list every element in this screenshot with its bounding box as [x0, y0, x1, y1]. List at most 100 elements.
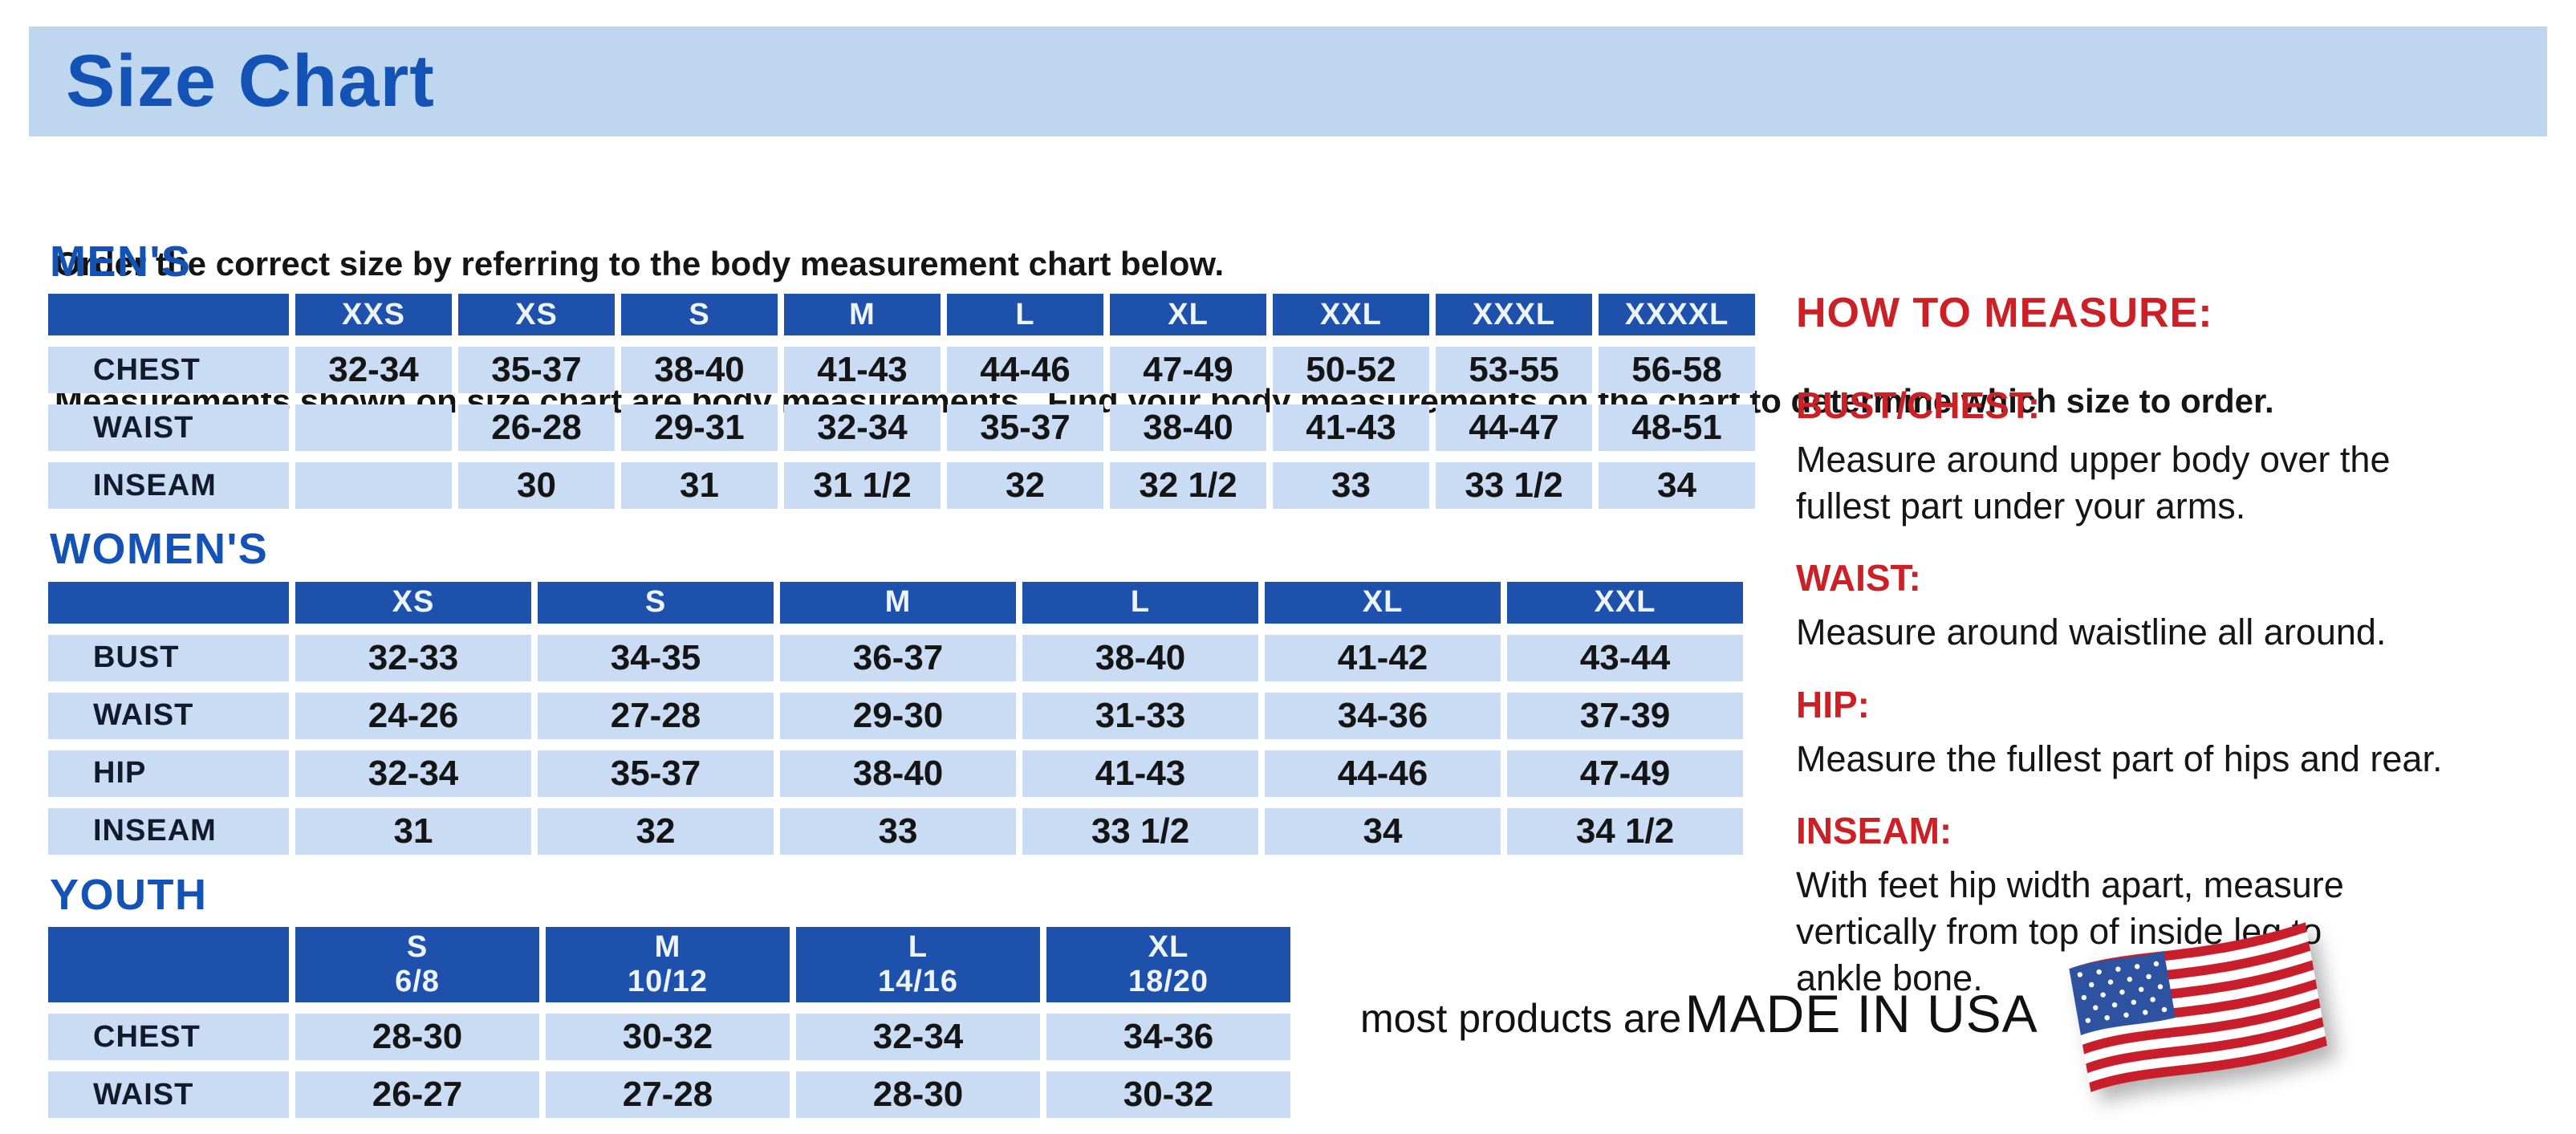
row-label: WAIST: [48, 404, 289, 452]
column-header: XXXXL: [1599, 294, 1755, 336]
size-cell: 33 1/2: [1436, 462, 1592, 510]
size-cell: 41-43: [1022, 750, 1258, 797]
size-cell: 50-52: [1273, 347, 1429, 394]
size-cell: 38-40: [621, 347, 778, 394]
size-cell: 32: [947, 462, 1103, 510]
column-header: XS: [458, 294, 615, 336]
section-heading-womens: WOMEN'S: [50, 525, 269, 574]
size-cell: 44-47: [1436, 404, 1592, 452]
size-cell: 29-31: [621, 404, 778, 452]
corner-header-cell: [48, 294, 289, 336]
row-label: INSEAM: [48, 462, 289, 510]
measure-term-bust-chest: BUST/CHEST:: [1796, 384, 2041, 426]
measure-term-inseam: INSEAM:: [1796, 810, 1952, 852]
size-cell: 24-26: [295, 692, 531, 739]
column-header: M: [784, 294, 941, 336]
size-cell: 32-33: [295, 634, 531, 681]
size-cell: 34-36: [1265, 692, 1501, 739]
made-in-usa-label: MADE IN USA: [1684, 983, 2038, 1043]
size-table-womens: XS S M L XL XXL BUST 32-33 34-35 36-37 38-40 41-42 4…: [48, 581, 1782, 855]
size-cell: 32-34: [796, 1014, 1040, 1061]
size-cell: 28-30: [796, 1071, 1040, 1119]
size-cell: 38-40: [1022, 634, 1258, 681]
size-cell: 38-40: [1110, 404, 1266, 452]
column-header: XXS: [295, 294, 452, 336]
made-in-usa-text: most products are MADE IN USA: [1360, 983, 2038, 1044]
column-header: XL 18/20: [1046, 927, 1290, 1003]
column-header: M: [780, 581, 1016, 624]
size-cell: 26-27: [295, 1071, 539, 1119]
column-header: XL: [1265, 581, 1501, 624]
column-header: S: [621, 294, 778, 336]
column-header: XXL: [1273, 294, 1429, 336]
size-table-youth: S 6/8 M 10/12 L 14/16 XL 18/20 CHEST 28-30 30-…: [48, 927, 1782, 1119]
made-in-usa-prefix: most products are: [1360, 995, 1682, 1041]
intro-line-1: Order the correct size by referring to t…: [55, 245, 1225, 282]
measure-desc-bust-chest: Measure around upper body over the fulle…: [1796, 439, 2391, 526]
size-cell: 34: [1599, 462, 1755, 510]
size-cell: 41-43: [1273, 404, 1429, 452]
size-cell: 56-58: [1599, 347, 1755, 394]
size-cell: 35-37: [538, 750, 774, 797]
us-flag-icon: [2069, 922, 2327, 1095]
size-cell: 37-39: [1507, 692, 1743, 739]
size-cell: 44-46: [947, 347, 1103, 394]
size-cell: 27-28: [538, 692, 774, 739]
size-cell: [295, 462, 452, 510]
column-header: S: [538, 581, 774, 624]
corner-header-cell: [48, 581, 289, 624]
row-label: CHEST: [48, 347, 289, 394]
size-cell: 30: [458, 462, 615, 510]
size-cell: 31-33: [1022, 692, 1258, 739]
size-cell: 47-49: [1507, 750, 1743, 797]
corner-header-cell: [48, 927, 289, 1003]
size-cell: 31 1/2: [784, 462, 941, 510]
measure-term-waist: WAIST:: [1796, 557, 1921, 600]
size-cell: 31: [621, 462, 778, 510]
size-cell: 41-43: [784, 347, 941, 394]
size-cell: 33 1/2: [1022, 807, 1258, 855]
size-cell: 47-49: [1110, 347, 1266, 394]
column-header: XXXL: [1436, 294, 1592, 336]
made-in-usa-footer: most products are MADE IN USA: [1360, 922, 2327, 1095]
size-cell: 53-55: [1436, 347, 1592, 394]
size-tables-column: MEN'S XXS XS S M L XL XXL XXXL XXXXL CHEST 32-34 35…: [48, 238, 1782, 1134]
size-cell: 32 1/2: [1110, 462, 1266, 510]
size-cell: 28-30: [295, 1014, 539, 1061]
size-cell: 33: [780, 807, 1016, 855]
column-header: S 6/8: [295, 927, 539, 1003]
size-cell: 34 1/2: [1507, 807, 1743, 855]
size-cell: 32-34: [295, 347, 452, 394]
size-cell: 33: [1273, 462, 1429, 510]
size-cell: 29-30: [780, 692, 1016, 739]
size-cell: 34: [1265, 807, 1501, 855]
size-cell: 44-46: [1265, 750, 1501, 797]
column-header: XXL: [1507, 581, 1743, 624]
column-header: L: [1022, 581, 1258, 624]
size-cell: 43-44: [1507, 634, 1743, 681]
size-cell: 34-36: [1046, 1014, 1290, 1061]
measure-desc-waist: Measure around waistline all around.: [1796, 612, 2387, 653]
size-cell: 35-37: [947, 404, 1103, 452]
size-cell: 30-32: [1046, 1071, 1290, 1119]
measure-desc-hip: Measure the fullest part of hips and rea…: [1796, 738, 2443, 779]
column-header: XS: [295, 581, 531, 624]
size-cell: 38-40: [780, 750, 1016, 797]
page-title-bar: Size Chart: [29, 26, 2547, 136]
measure-term-hip: HIP:: [1796, 683, 1870, 726]
size-cell: 27-28: [546, 1071, 790, 1119]
row-label: HIP: [48, 750, 289, 797]
page-title: Size Chart: [66, 40, 435, 122]
measure-desc-inseam: With feet hip width apart, measure verti…: [1796, 864, 2344, 998]
how-to-measure-panel: HOW TO MEASURE: BUST/CHEST: Measure arou…: [1796, 289, 2576, 1028]
row-label: WAIST: [48, 1071, 289, 1119]
size-cell: 34-35: [538, 634, 774, 681]
size-cell: 41-42: [1265, 634, 1501, 681]
column-header: XL: [1110, 294, 1266, 336]
size-cell: 26-28: [458, 404, 615, 452]
column-header: L: [947, 294, 1103, 336]
size-cell: 36-37: [780, 634, 1016, 681]
size-cell: 48-51: [1599, 404, 1755, 452]
size-cell: 32-34: [784, 404, 941, 452]
row-label: WAIST: [48, 692, 289, 739]
